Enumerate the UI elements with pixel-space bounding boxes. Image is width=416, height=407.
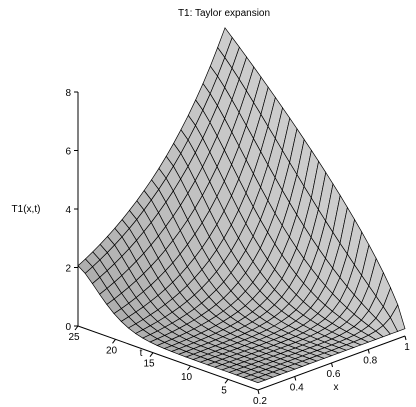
x-tick-label: 0.2 [253, 396, 267, 407]
surface-patch [249, 377, 267, 384]
t-tick [187, 365, 191, 371]
t-tick [149, 352, 154, 357]
x-tick-label: 0.8 [363, 356, 377, 367]
x-tick [367, 349, 370, 354]
x-tick [257, 389, 260, 395]
x-tick-label: 0.6 [327, 369, 341, 380]
z-tick-label: 6 [65, 147, 71, 158]
t-tick-label: 5 [221, 385, 227, 396]
t-tick-label: 20 [106, 345, 118, 356]
x-axis-label: x [334, 382, 339, 393]
x-tick-label: 1 [404, 342, 410, 353]
x-tick-label: 0.4 [290, 383, 304, 394]
z-tick-label: 2 [65, 264, 71, 275]
surface-mesh [77, 27, 406, 384]
t-tick [112, 339, 116, 344]
t-tick-label: 15 [143, 359, 155, 370]
z-tick-label: 8 [65, 88, 71, 99]
x-tick [294, 376, 297, 381]
t-tick [224, 379, 229, 384]
t-tick-label: 25 [68, 332, 80, 343]
t-tick-label: 10 [181, 372, 193, 383]
chart-title: T1: Taylor expansion [178, 8, 270, 19]
t-tick [74, 325, 79, 331]
z-tick-label: 4 [65, 205, 71, 216]
z-tick-label: 0 [65, 322, 71, 333]
z-axis-label: T1(x,t) [12, 204, 41, 215]
x-tick [331, 362, 333, 368]
x-tick [404, 335, 407, 341]
t-axis-label: t [140, 348, 143, 359]
axes: 0 2 4 6 8 5 10 15 20 25 0.2 0.4 0.6 0.8 1 [65, 88, 410, 407]
